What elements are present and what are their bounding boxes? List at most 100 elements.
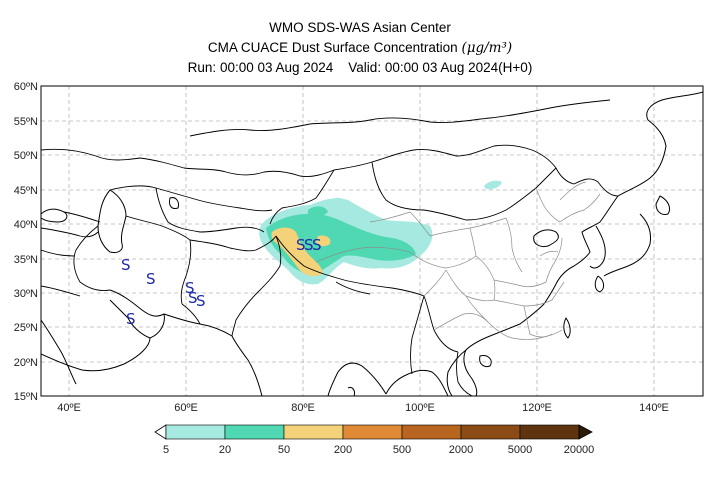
- coast-taiwan: [563, 317, 571, 339]
- colorbar-label: 20: [219, 444, 231, 456]
- province-shanxi-hebei: [505, 217, 523, 273]
- dust-contour-50-200: [271, 227, 323, 276]
- storm-symbol: S: [312, 236, 322, 254]
- longitude-labels: 40ºE 60ºE 80ºE 100ºE 120ºE 140ºE: [57, 402, 669, 414]
- lat-label: 40ºN: [14, 219, 38, 231]
- title-unit: (μg/m³): [461, 40, 513, 56]
- coast-bay-of-bengal: [385, 369, 449, 396]
- lat-label: 50ºN: [14, 150, 38, 162]
- storm-symbol: S: [146, 270, 156, 288]
- colorbar: 5 20 50 200 500 2000 5000 20000: [154, 424, 594, 456]
- province-jiangxi-fujian: [523, 305, 553, 338]
- province-henan: [493, 279, 547, 288]
- storm-symbol: S: [185, 279, 195, 297]
- border-russia-mongolia: [333, 144, 557, 171]
- colorbar-label: 200: [334, 444, 352, 456]
- coast-hainan: [479, 355, 492, 367]
- latitude-labels: 60ºN 55ºN 50ºN 45ºN 40ºN 35ºN 30ºN 25ºN …: [14, 81, 38, 403]
- border-india-myanmar: [410, 295, 425, 375]
- coast-persian-gulf: [109, 289, 165, 339]
- storm-symbol: S: [188, 289, 198, 307]
- border-turkey: [41, 227, 99, 238]
- map-frame: [40, 85, 704, 397]
- title-product: CMA CUACE Dust Surface Concentration (μg…: [0, 38, 720, 58]
- lon-label: 120ºE: [522, 402, 552, 414]
- border-pakistan-india: [231, 235, 282, 337]
- coast-india: [327, 362, 387, 396]
- province-xinjiang-tibet: [315, 246, 411, 263]
- lat-label: 35ºN: [14, 254, 38, 266]
- coast-aral: [169, 197, 179, 209]
- lat-label: 30ºN: [14, 288, 38, 300]
- dust-contour-50-200-b: [316, 235, 331, 247]
- border-russia-north: [189, 99, 611, 137]
- coast-east-asia: [463, 91, 703, 396]
- title-run-valid: Run: 00:00 03 Aug 2024 Valid: 00:00 03 A…: [187, 60, 533, 75]
- lon-label: 60ºE: [174, 402, 198, 414]
- border-pakistan-iran: [181, 303, 201, 325]
- border-myanmar-china: [423, 295, 459, 353]
- province-tibet-sichuan: [423, 269, 447, 297]
- border-india-china: [275, 235, 425, 297]
- coast-bohai: [533, 229, 559, 247]
- province-sichuan: [445, 269, 495, 302]
- colorbar-label: 50: [278, 444, 290, 456]
- title-product-text: CMA CUACE Dust Surface Concentration: [207, 40, 462, 55]
- lat-label: 60ºN: [14, 81, 38, 93]
- province-liaoning-jilin: [559, 193, 601, 223]
- province-ningxia: [469, 227, 477, 257]
- province-xinjiang-gansu: [369, 211, 431, 237]
- colorbar-bin: [342, 424, 403, 440]
- dust-contour-5-20-b: [326, 197, 346, 212]
- province-innermongolia-east: [535, 187, 561, 223]
- lat-label: 20ºN: [14, 357, 38, 369]
- coast-red-sea: [41, 319, 77, 385]
- border-turkmenistan-iran: [125, 215, 191, 241]
- dust-contour-5-20-c: [484, 180, 502, 190]
- border-central-asia: [155, 187, 265, 233]
- lon-label: 140ºE: [639, 402, 669, 414]
- lat-label: 55ºN: [14, 116, 38, 128]
- coast-arabia: [41, 337, 151, 372]
- lon-label: 40ºE: [57, 402, 81, 414]
- province-shandong: [539, 250, 559, 257]
- title-center: WMO SDS-WAS Asian Center: [269, 20, 451, 35]
- colorbar-label: 500: [393, 444, 411, 456]
- map-title: WMO SDS-WAS Asian Center CMA CUACE Dust …: [0, 18, 720, 78]
- coast-indochina: [446, 349, 467, 396]
- province-guangdong: [511, 329, 563, 340]
- border-afghanistan-pakistan: [189, 235, 277, 252]
- border-iran-afghanistan: [180, 239, 192, 305]
- colorbar-bin: [401, 424, 462, 440]
- storm-symbol: S: [121, 256, 131, 274]
- coast-caspian: [97, 189, 127, 253]
- colorbar-bin: [519, 424, 580, 440]
- border-mongolia-china: [371, 161, 557, 221]
- border-russia-china-ne: [555, 167, 619, 197]
- border-kazakhstan-china: [269, 169, 335, 225]
- coast-japan-hokkaido: [655, 195, 671, 215]
- province-qinghai: [409, 251, 477, 269]
- border-saudi-jordan: [41, 285, 81, 297]
- dust-storm-symbols: S S S S S S S S S: [121, 236, 322, 328]
- lon-label: 80ºE: [291, 402, 315, 414]
- coast-korea: [589, 225, 606, 269]
- colorbar-label: 5000: [508, 444, 532, 456]
- province-guizhou-guangxi: [465, 295, 513, 339]
- province-zhejiang: [551, 281, 565, 301]
- coast-india-west: [231, 335, 263, 396]
- lat-label: 45ºN: [14, 185, 38, 197]
- border-russia-kazakhstan: [41, 148, 335, 177]
- coast-kyushu: [594, 275, 605, 293]
- lon-label: 100ºE: [405, 402, 435, 414]
- province-yunnan: [433, 313, 489, 331]
- dust-concentration-field: [259, 180, 502, 285]
- colorbar-left-arrow: [154, 424, 167, 440]
- colorbar-bin: [460, 424, 521, 440]
- storm-symbol: S: [196, 292, 206, 310]
- border-laos-vietnam: [456, 351, 473, 396]
- colorbar-label: 2000: [449, 444, 473, 456]
- province-heilongjiang: [559, 181, 587, 201]
- coast-arabian-sea: [163, 313, 233, 337]
